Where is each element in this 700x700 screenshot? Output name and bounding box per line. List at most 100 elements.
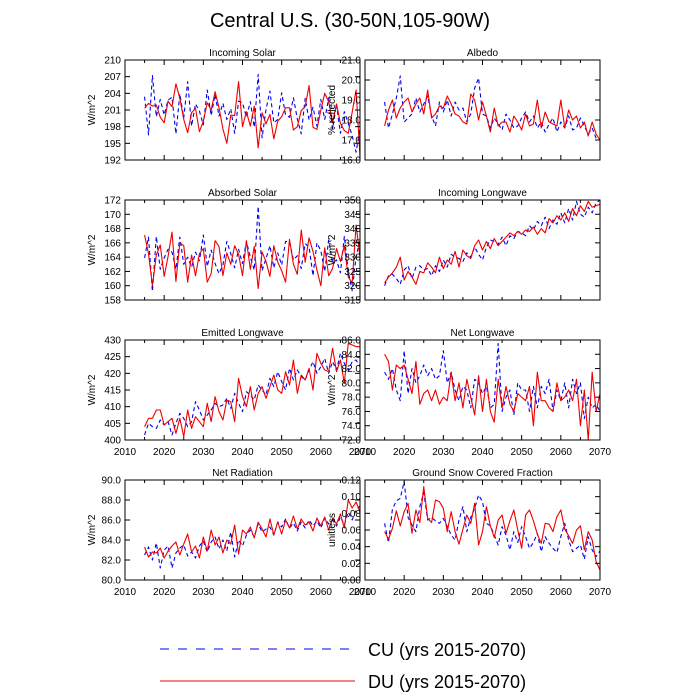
incoming-longwave-ylabel: W/m^2 (327, 234, 338, 265)
absorbed-solar-title: Absorbed Solar (208, 188, 278, 199)
incoming-longwave-ytick-label: 335 (344, 238, 361, 249)
ground-snow-series-du (384, 486, 601, 571)
emitted-longwave-ytick-label: 415 (104, 386, 121, 397)
net-longwave-xtick-label: 2010 (354, 447, 377, 458)
net-longwave-ytick-label: 74.0 (342, 421, 362, 432)
incoming-longwave-series-cu (384, 199, 601, 286)
incoming-longwave-ytick-label: 345 (344, 210, 361, 221)
incoming-solar-ytick-label: 192 (104, 156, 121, 167)
net-radiation-xtick-label: 2010 (114, 587, 137, 598)
net-longwave-xtick-label: 2060 (550, 447, 573, 458)
ground-snow-ytick-label: 0.00 (342, 576, 362, 587)
ground-snow-xtick-label: 2050 (511, 587, 534, 598)
absorbed-solar-ytick-label: 158 (104, 296, 121, 307)
albedo-series-du (384, 89, 601, 141)
net-longwave-ytick-label: 76.0 (342, 407, 362, 418)
incoming-longwave-title: Incoming Longwave (438, 188, 527, 199)
incoming-solar-ytick-label: 198 (104, 122, 121, 133)
emitted-longwave-ytick-label: 425 (104, 352, 121, 363)
legend-du-label: DU (yrs 2015-2070) (368, 672, 526, 692)
emitted-longwave-series-du (144, 342, 360, 438)
incoming-solar-axes-frame (124, 59, 361, 161)
net-radiation-series-du (144, 499, 361, 559)
panel-emitted-longwave: 2010 2020 2030 2040 2050 2060 2070 400 405 410 415… (87, 328, 372, 458)
net-radiation-ytick-label: 88.0 (102, 496, 122, 507)
emitted-longwave-ylabel: W/m^2 (87, 374, 98, 405)
emitted-longwave-xtick-label: 2050 (271, 447, 294, 458)
net-radiation-ytick-label: 90.0 (102, 476, 122, 487)
net-longwave-xtick-label: 2070 (589, 447, 612, 458)
emitted-longwave-ytick-label: 420 (104, 369, 121, 380)
absorbed-solar-ytick-label: 170 (104, 210, 121, 221)
net-radiation-title: Net Radiation (212, 468, 273, 479)
emitted-longwave-xtick-label: 2060 (310, 447, 333, 458)
panel-albedo: 16.0 17.0 18.0 19.0 20.0 21.0 Albedo % reflecte… (327, 48, 601, 167)
albedo-ytick-label: 20.0 (342, 76, 362, 87)
incoming-longwave-ytick-label: 320 (344, 281, 361, 292)
emitted-longwave-xtick-label: 2030 (192, 447, 215, 458)
net-radiation-xtick-label: 2050 (271, 587, 294, 598)
net-radiation-xtick-label: 2040 (231, 587, 254, 598)
panel-net-longwave: 2010 2020 2030 2040 2050 2060 207072.074.076.0… (327, 328, 612, 458)
net-longwave-title: Net Longwave (451, 328, 515, 339)
absorbed-solar-series-cu (144, 205, 361, 292)
ground-snow-series-cu (384, 481, 601, 560)
emitted-longwave-xtick-label: 2040 (231, 447, 254, 458)
net-radiation-xtick-label: 2060 (310, 587, 333, 598)
net-radiation-ytick-label: 80.0 (102, 576, 122, 587)
incoming-solar-ytick-label: 210 (104, 56, 121, 67)
incoming-solar-title: Incoming Solar (209, 48, 276, 59)
ground-snow-xtick-label: 2030 (432, 587, 455, 598)
emitted-longwave-ytick-label: 410 (104, 402, 121, 413)
legend: CU (yrs 2015-2070) DU (yrs 2015-2070) (160, 640, 526, 692)
net-radiation-ytick-label: 86.0 (102, 516, 122, 527)
ground-snow-ytick-label: 0.02 (342, 559, 362, 570)
net-radiation-xtick-label: 2070 (349, 587, 372, 598)
ground-snow-ytick-label: 0.08 (342, 509, 362, 520)
incoming-longwave-ytick-label: 325 (344, 267, 361, 278)
net-longwave-ytick-label: 80.0 (342, 378, 362, 389)
net-longwave-xtick-label: 2050 (511, 447, 534, 458)
absorbed-solar-ytick-label: 168 (104, 224, 121, 235)
net-longwave-ytick-label: 72.0 (342, 436, 362, 447)
ground-snow-ytick-label: 0.12 (342, 476, 362, 487)
albedo-ytick-label: 21.0 (342, 56, 362, 67)
incoming-solar-ytick-label: 195 (104, 139, 121, 150)
legend-cu-label: CU (yrs 2015-2070) (368, 640, 526, 660)
incoming-longwave-series-du (384, 200, 601, 285)
panel-absorbed-solar: 158 160 162 164 166 168 170 172 Absorbed Solar W/… (87, 188, 361, 307)
albedo-ytick-label: 17.0 (342, 136, 362, 147)
net-radiation-xtick-label: 2020 (153, 587, 176, 598)
emitted-longwave-axes-frame (124, 339, 361, 441)
net-longwave-ytick-label: 78.0 (342, 393, 362, 404)
panel-incoming-longwave: 315 320 325 330 335 340 345 350 Incoming Longwav… (327, 188, 601, 307)
emitted-longwave-title: Emitted Longwave (201, 328, 284, 339)
absorbed-solar-ytick-label: 162 (104, 267, 121, 278)
net-longwave-ylabel: W/m^2 (327, 374, 338, 405)
incoming-longwave-ytick-label: 330 (344, 253, 361, 264)
emitted-longwave-ytick-label: 400 (104, 436, 121, 447)
ground-snow-ytick-label: 0.06 (342, 526, 362, 537)
net-longwave-series-cu (384, 343, 601, 420)
ground-snow-xtick-label: 2070 (589, 587, 612, 598)
ground-snow-xtick-label: 2060 (550, 587, 573, 598)
albedo-ytick-label: 19.0 (342, 96, 362, 107)
emitted-longwave-ytick-label: 430 (104, 336, 121, 347)
ground-snow-ytick-label: 0.04 (342, 542, 362, 553)
figure-title: Central U.S. (30-50N,105-90W) (209, 10, 491, 32)
incoming-longwave-ytick-label: 315 (344, 296, 361, 307)
panels-group: 192 195 198 201 204 207 210 Incoming Solar W/m^2… (87, 48, 612, 598)
panel-net-radiation: 2010 2020 2030 2040 2050 2060 2070 80.0 82.0 84.0… (87, 468, 372, 598)
absorbed-solar-ytick-label: 160 (104, 281, 121, 292)
net-longwave-xtick-label: 2030 (432, 447, 455, 458)
absorbed-solar-series-du (144, 224, 361, 290)
albedo-ytick-label: 16.0 (342, 156, 362, 167)
net-radiation-ylabel: W/m^2 (87, 514, 98, 545)
panel-incoming-solar: 192 195 198 201 204 207 210 Incoming Solar W/m^2 (87, 48, 361, 167)
albedo-ytick-label: 18.0 (342, 116, 362, 127)
ground-snow-ytick-label: 0.10 (342, 492, 362, 503)
incoming-solar-series-du (144, 81, 361, 157)
albedo-title: Albedo (467, 48, 499, 59)
ground-snow-ylabel: unitless (327, 513, 338, 547)
